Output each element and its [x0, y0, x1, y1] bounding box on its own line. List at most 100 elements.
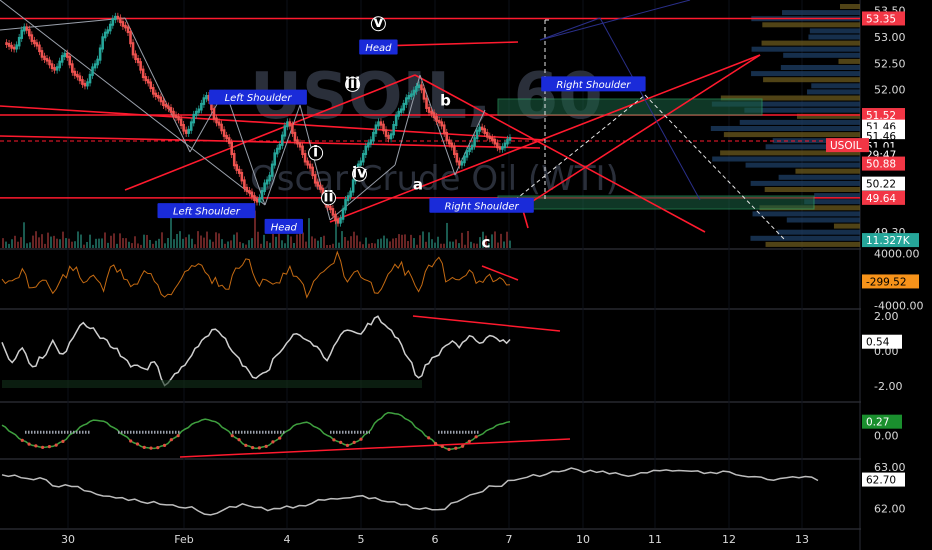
main-tag-7: 50.22 [866, 179, 896, 191]
candle-body [50, 63, 54, 70]
candle-body [334, 213, 337, 222]
volume-bar [218, 233, 220, 248]
volume-bar [98, 238, 100, 248]
osc2-series-line [1, 315, 511, 387]
candle-body [460, 161, 464, 166]
candle-body [60, 55, 64, 63]
osc3-neg-dot [264, 444, 268, 448]
volume-bar [500, 233, 502, 248]
volume-bar [446, 222, 448, 248]
main-tag-6: 50.88 [866, 159, 896, 171]
profile-bar [739, 119, 860, 125]
osc4-tag-0: 62.70 [866, 475, 896, 487]
candle-body [232, 153, 236, 167]
volume-bar [83, 244, 85, 248]
osc4-y-tick-0: 63.00 [874, 461, 906, 474]
profile-bar [710, 126, 860, 131]
volume-bar [74, 241, 76, 248]
candle-body [98, 47, 102, 61]
projection-line-3 [644, 94, 786, 241]
volume-bar [113, 233, 115, 248]
osc2-tag-0: 0.54 [866, 337, 890, 349]
pattern-label-3: Head [365, 43, 392, 54]
candle-body [475, 129, 479, 140]
volume-bar [329, 244, 331, 248]
candle-body [55, 66, 59, 71]
osc3-neg-dot [244, 443, 248, 447]
profile-bar [720, 150, 860, 156]
candle-body [283, 125, 287, 137]
pattern-label-4: Right Shoulder [556, 80, 631, 91]
oscillator-1 [1, 250, 519, 299]
candle-body [101, 36, 104, 50]
candle-body [399, 108, 403, 113]
candle-body [437, 119, 441, 124]
candle-body [197, 108, 201, 113]
main-tag-box-7 [862, 176, 905, 191]
osc1-series-line [1, 250, 511, 299]
candle-body [91, 66, 94, 76]
osc3-neg-dot [142, 445, 146, 450]
volume-bar [17, 241, 19, 248]
candle-body [10, 44, 13, 49]
osc1-tag-0: -299.52 [866, 276, 907, 288]
volume-bar [215, 232, 217, 248]
volume-bar [341, 231, 343, 248]
osc3-neg-dot [271, 440, 275, 444]
candle-body [288, 121, 292, 127]
profile-bar [833, 223, 860, 229]
volume-bar [188, 234, 190, 248]
osc3-neg-dot [257, 446, 261, 450]
candle-body [237, 168, 241, 174]
volume-bar [38, 237, 40, 248]
trend-line-0 [0, 105, 546, 141]
volume-bar [317, 240, 319, 248]
main-tag-box-1 [862, 108, 905, 123]
candle-body [379, 121, 383, 126]
osc3-neg-dot [474, 435, 478, 439]
volume-bar [293, 243, 295, 248]
main-tag-box-9 [862, 233, 919, 248]
candle-body [316, 181, 320, 187]
candle-body [422, 88, 426, 100]
volume-bar [458, 243, 460, 248]
candle-body [286, 121, 289, 128]
main-tag-box-0 [862, 11, 905, 26]
volume-bar [320, 237, 322, 248]
volume-bars [2, 210, 511, 248]
candle-body [200, 102, 203, 111]
candle-body [45, 58, 49, 62]
candle-body [253, 195, 256, 201]
volume-bar [371, 242, 373, 248]
candle-body [240, 171, 244, 182]
volume-bar [194, 244, 196, 248]
candle-body [453, 145, 456, 156]
osc3-neg-dot [176, 434, 180, 438]
candle-body [131, 42, 135, 56]
volume-bar [509, 240, 511, 248]
volume-bar [245, 244, 247, 248]
volume-bar [392, 238, 394, 248]
candle-body [311, 166, 314, 177]
volume-bar [440, 243, 442, 248]
osc3-divergence [179, 438, 571, 458]
candle-body [151, 87, 155, 95]
volume-bar [230, 240, 232, 248]
volume-bar [89, 234, 91, 248]
volume-bar [296, 234, 298, 248]
profile-bar [750, 235, 860, 241]
volume-bar [185, 237, 187, 248]
volume-bar [434, 242, 436, 248]
osc2-divergence [412, 315, 561, 332]
candle-body [318, 184, 322, 190]
pattern-label-2: Head [271, 222, 298, 233]
trend-line-1 [0, 135, 541, 149]
candle-body [164, 103, 168, 108]
candle-body [298, 142, 302, 148]
volume-bar [170, 216, 172, 248]
axes: 53.5053.0052.5052.0051.5049.3053.3551.52… [61, 0, 932, 550]
volume-bar [197, 231, 199, 248]
volume-bar [23, 222, 25, 248]
volume-bar [263, 234, 265, 248]
